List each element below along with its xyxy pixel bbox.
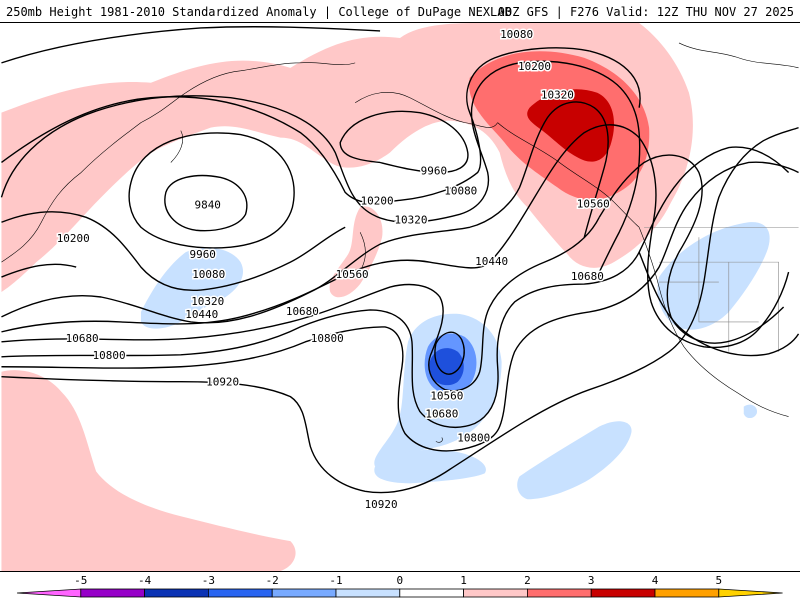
contour-label: 9960 [421,164,447,177]
contour-10800 [1,161,799,452]
map-title: 250mb Height 1981-2010 Standardized Anom… [6,5,512,19]
colorbar-tick-label: 3 [588,574,595,587]
colorbar-tick-label: -3 [202,574,215,587]
contour-10080 [1,211,346,292]
contour-label: 10560 [430,390,463,403]
contour-10560 [434,331,465,375]
contour-label: 10920 [206,376,239,389]
contour-label: 10800 [311,332,344,345]
colorbar-box [527,588,592,598]
coastline [170,130,184,163]
political-borders [644,226,799,352]
contour-label: 10680 [571,270,604,283]
anomaly-region [527,89,615,162]
contour-10320 [1,101,609,324]
contour-10680 [638,251,800,357]
anomaly-region [743,404,758,419]
contour-label: 10680 [286,305,319,318]
colorbar-box [271,588,337,598]
contour-9840 [164,174,248,232]
colorbar-box [16,588,82,598]
contour-10200 [1,263,77,278]
header: 250mb Height 1981-2010 Standardized Anom… [0,0,800,22]
colorbar-tick-label: 1 [460,574,467,587]
contour-label: 10560 [577,197,610,210]
contour-label: 10320 [191,295,224,308]
colorbar-box [590,588,656,598]
coastline [185,62,356,93]
colorbar-box [144,588,209,598]
contour-label: 10680 [66,332,99,345]
contour-9960 [339,110,469,174]
contour-label: 10800 [457,431,490,444]
colorbar-tick-label: 0 [396,574,403,587]
colorbar-tick-label: -4 [138,574,152,587]
anomaly-region [329,206,383,298]
negative-anomaly-shading [140,222,770,500]
contour-10920 [1,126,799,494]
contour-10920 [1,26,381,64]
anomaly-region [140,247,244,329]
contour-label: 10200 [361,194,394,207]
colorbar-box [654,588,720,598]
contour-10200 [0,60,641,273]
colorbar-tick-label: 2 [524,574,531,587]
colorbar-tick-label: 4 [652,574,659,587]
contour-label: 10440 [475,255,508,268]
coastline [678,42,799,69]
contour-label: 10440 [185,308,218,321]
contour-label: 10560 [336,268,369,281]
anomaly-region [1,370,296,571]
colorbar-tick-label: 5 [715,574,722,587]
coastline [1,92,186,263]
contour-label: 9840 [195,198,221,211]
contour-label: 10200 [57,232,90,245]
contour-10560 [598,154,785,344]
contour-label: 10680 [425,408,458,421]
anomaly-colorbar: -5 -4 -3 -2 -1 0 1 2 3 4 5 [16,574,783,598]
contour-9960 [128,132,295,249]
contour-label: 10080 [192,268,225,281]
colorbar-box [80,588,146,598]
contour-10080 [589,50,641,108]
contour-10440 [760,271,790,328]
coastline [435,437,443,443]
colorbar-box [335,588,401,598]
positive-anomaly-shading [1,23,693,571]
coastline [359,232,366,268]
contour-label: 10320 [541,89,574,102]
contour-10680 [1,146,790,428]
colorbar-boxes [16,588,783,598]
contour-10440 [1,124,762,349]
coastline [354,91,498,128]
contour-10560 [1,216,600,392]
model-run-info: 00Z GFS | F276 Valid: 12Z THU NOV 27 202… [497,5,794,19]
anomaly-region [517,421,632,500]
border-line [698,237,759,323]
contour-label: 10920 [365,498,398,511]
contour-labels: 9840 9960 9960 10080 10080 10080 10200 1… [55,26,611,512]
height-contours [0,26,800,494]
colorbar-box [207,588,273,598]
contour-label: 10800 [93,349,126,362]
contour-label: 9960 [190,248,216,261]
contour-label: 10080 [444,184,477,197]
colorbar-tick-label: -2 [266,574,279,587]
anomaly-region [428,348,464,386]
contour-label: 10080 [500,28,533,41]
colorbar-box [718,588,783,598]
colorbar-ticks: -5 -4 -3 -2 -1 0 1 2 3 4 5 [74,574,722,587]
colorbar-tick-label: -1 [329,574,342,587]
colorbar-tick-label: -5 [74,574,87,587]
colorbar-box [463,588,528,598]
colorbar-box [399,588,464,598]
contour-label: 10200 [518,60,551,73]
anomaly-map: 9840 9960 9960 10080 10080 10080 10200 1… [0,22,800,572]
anomaly-region [657,222,770,330]
contour-label: 10320 [394,213,427,226]
anomaly-region [374,449,486,484]
coastline [638,227,789,417]
